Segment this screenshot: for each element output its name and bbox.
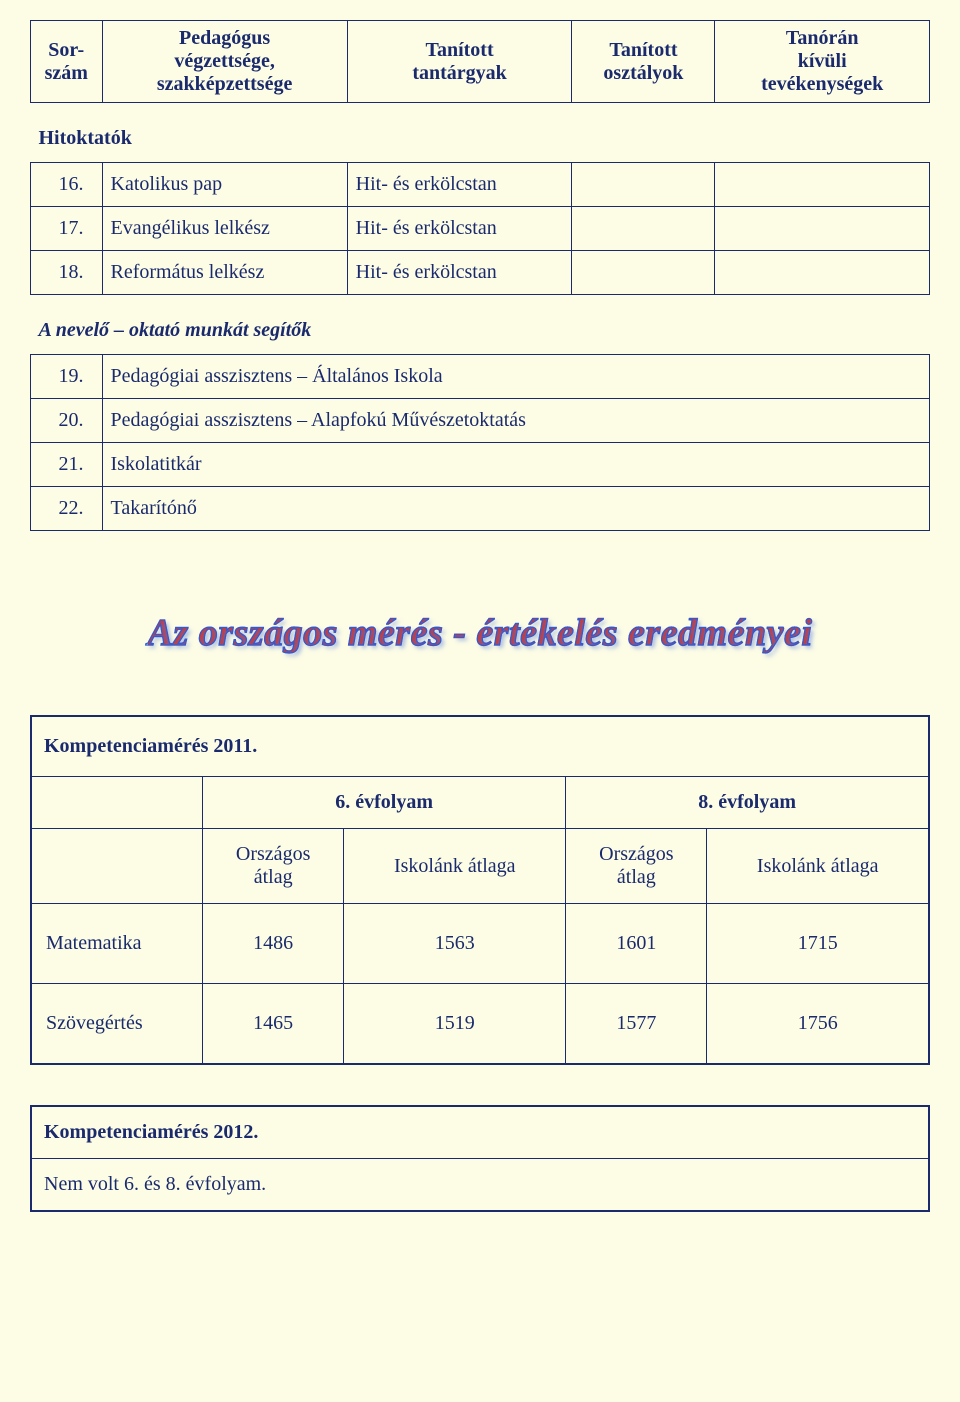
row-subject: Hit- és erkölcstan <box>347 163 572 207</box>
comp-sub-row: Országos átlag Iskolánk átlaga Országos … <box>31 829 929 904</box>
comp-row-label: Matematika <box>31 904 203 984</box>
table-row: 17. Evangélikus lelkész Hit- és erkölcst… <box>31 207 930 251</box>
row-empty <box>572 251 715 295</box>
table-row: 22. Takarítónő <box>31 487 930 531</box>
header-osztalyok: Tanított osztályok <box>572 21 715 103</box>
comp-data-row: Matematika 1486 1563 1601 1715 <box>31 904 929 984</box>
section-nevelo: A nevelő – oktató munkát segítők <box>31 295 930 355</box>
comp-2012-note-row: Nem volt 6. és 8. évfolyam. <box>31 1159 929 1212</box>
header-tantargyak: Tanított tantárgyak <box>347 21 572 103</box>
comp-val: 1519 <box>344 984 566 1065</box>
row-role: Református lelkész <box>102 251 347 295</box>
row-desc: Iskolatitkár <box>102 443 930 487</box>
comp-title-row: Kompetenciamérés 2011. <box>31 716 929 777</box>
row-empty <box>715 251 930 295</box>
comp-row-label: Szövegértés <box>31 984 203 1065</box>
section-hitoktatok: Hitoktatók <box>31 103 930 163</box>
competence-2012-table: Kompetenciamérés 2012. Nem volt 6. és 8.… <box>30 1105 930 1212</box>
comp-val: 1601 <box>566 904 707 984</box>
header-sorszam: Sor- szám <box>31 21 103 103</box>
table-row: 19. Pedagógiai asszisztens – Általános I… <box>31 355 930 399</box>
comp-val: 1563 <box>344 904 566 984</box>
row-empty <box>715 163 930 207</box>
comp-sub-o8: Országos átlag <box>566 829 707 904</box>
staff-table: Sor- szám Pedagógus végzettsége, szakkép… <box>30 20 930 531</box>
row-num: 20. <box>31 399 103 443</box>
comp-head-row: 6. évfolyam 8. évfolyam <box>31 777 929 829</box>
comp-empty-head <box>31 777 203 829</box>
row-num: 19. <box>31 355 103 399</box>
comp-data-row: Szövegértés 1465 1519 1577 1756 <box>31 984 929 1065</box>
row-subject: Hit- és erkölcstan <box>347 251 572 295</box>
row-desc: Takarítónő <box>102 487 930 531</box>
header-tanoran: Tanórán kívüli tevékenységek <box>715 21 930 103</box>
section-row-nevelo: A nevelő – oktató munkát segítők <box>31 295 930 355</box>
row-role: Katolikus pap <box>102 163 347 207</box>
competence-2011-table: Kompetenciamérés 2011. 6. évfolyam 8. év… <box>30 715 930 1065</box>
comp-val: 1715 <box>707 904 929 984</box>
row-subject: Hit- és erkölcstan <box>347 207 572 251</box>
wordart-container: Az országos mérés - értékelés eredményei <box>30 611 930 655</box>
table-row: 21. Iskolatitkár <box>31 443 930 487</box>
comp-2012-note: Nem volt 6. és 8. évfolyam. <box>31 1159 929 1212</box>
row-desc: Pedagógiai asszisztens – Általános Iskol… <box>102 355 930 399</box>
comp-2012-title-row: Kompetenciamérés 2012. <box>31 1106 929 1159</box>
row-empty <box>572 163 715 207</box>
comp-sub-i8: Iskolánk átlaga <box>707 829 929 904</box>
row-role: Evangélikus lelkész <box>102 207 347 251</box>
comp-val: 1577 <box>566 984 707 1065</box>
comp-val: 1756 <box>707 984 929 1065</box>
table-row: 18. Református lelkész Hit- és erkölcsta… <box>31 251 930 295</box>
row-num: 18. <box>31 251 103 295</box>
comp-col-8: 8. évfolyam <box>566 777 929 829</box>
row-empty <box>715 207 930 251</box>
comp-col-6: 6. évfolyam <box>203 777 566 829</box>
table-row: 20. Pedagógiai asszisztens – Alapfokú Mű… <box>31 399 930 443</box>
comp-sub-i6: Iskolánk átlaga <box>344 829 566 904</box>
comp-2011-title: Kompetenciamérés 2011. <box>31 716 929 777</box>
header-vegzettseg: Pedagógus végzettsége, szakképzettsége <box>102 21 347 103</box>
comp-empty-sub <box>31 829 203 904</box>
row-desc: Pedagógiai asszisztens – Alapfokú Művész… <box>102 399 930 443</box>
row-empty <box>572 207 715 251</box>
staff-header-row: Sor- szám Pedagógus végzettsége, szakkép… <box>31 21 930 103</box>
wordart-title: Az országos mérés - értékelés eredményei <box>148 612 813 654</box>
comp-val: 1486 <box>203 904 344 984</box>
section-row-hitoktatok: Hitoktatók <box>31 103 930 163</box>
table-row: 16. Katolikus pap Hit- és erkölcstan <box>31 163 930 207</box>
comp-val: 1465 <box>203 984 344 1065</box>
row-num: 22. <box>31 487 103 531</box>
row-num: 16. <box>31 163 103 207</box>
row-num: 17. <box>31 207 103 251</box>
row-num: 21. <box>31 443 103 487</box>
comp-sub-o6: Országos átlag <box>203 829 344 904</box>
comp-2012-title: Kompetenciamérés 2012. <box>31 1106 929 1159</box>
